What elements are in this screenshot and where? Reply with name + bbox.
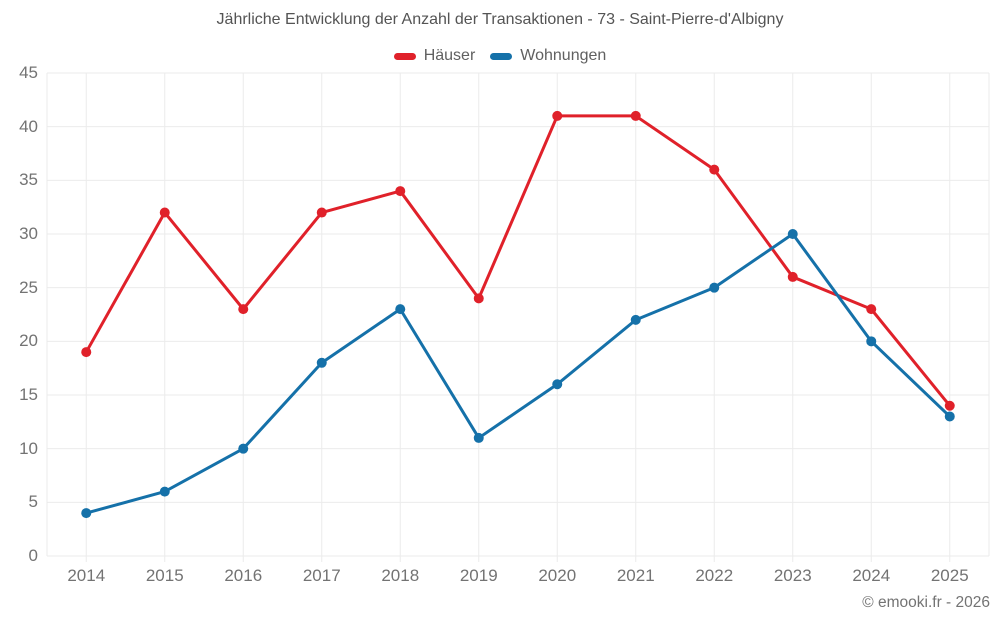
x-tick-label: 2017 xyxy=(302,566,341,585)
copyright-text: © emooki.fr - 2026 xyxy=(862,594,990,611)
y-tick-label: 20 xyxy=(19,331,38,351)
chart-legend: Häuser Wohnungen xyxy=(0,47,1000,65)
y-tick-label: 10 xyxy=(19,438,38,458)
chart-title: Jährliche Entwicklung der Anzahl der Tra… xyxy=(216,11,784,28)
y-tick-label: 40 xyxy=(19,116,38,136)
x-tick-label: 2021 xyxy=(616,566,655,585)
legend-label-wohnungen: Wohnungen xyxy=(520,47,607,64)
x-tick-label: 2014 xyxy=(67,566,106,585)
y-tick-label: 25 xyxy=(19,277,38,297)
legend-label-hauser: Häuser xyxy=(423,47,476,64)
x-tick-label: 2022 xyxy=(695,566,734,585)
x-tick-label: 2025 xyxy=(930,566,969,585)
x-tick-label: 2018 xyxy=(381,566,420,585)
x-tick-label: 2020 xyxy=(538,566,577,585)
y-tick-label: 35 xyxy=(19,170,38,190)
legend-item-wohnungen[interactable]: Wohnungen xyxy=(490,47,606,65)
x-tick-label: 2019 xyxy=(459,566,498,585)
y-tick-label: 5 xyxy=(28,492,38,512)
y-tick-label: 30 xyxy=(19,224,38,243)
legend-swatch-wohnungen-icon xyxy=(490,52,513,60)
x-tick-label: 2023 xyxy=(773,566,812,585)
legend-item-hauser[interactable]: Häuser xyxy=(393,47,476,65)
legend-swatch-hauser-icon xyxy=(393,52,416,60)
y-tick-label: 0 xyxy=(28,546,38,565)
x-tick-label: 2024 xyxy=(852,566,891,585)
x-tick-label: 2016 xyxy=(224,566,263,585)
y-tick-label: 15 xyxy=(19,385,38,404)
y-tick-label: 45 xyxy=(19,63,38,82)
x-tick-label: 2015 xyxy=(145,566,184,585)
